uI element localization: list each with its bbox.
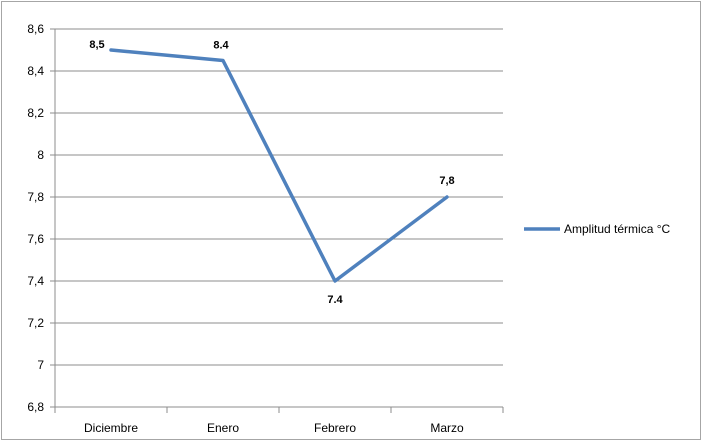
data-label: 8.4	[213, 40, 229, 52]
y-tick-label: 7	[37, 358, 44, 372]
y-tick-label: 8,2	[27, 106, 44, 120]
series-line	[109, 48, 449, 283]
y-tick-label: 8,4	[27, 64, 44, 78]
legend-label: Amplitud térmica °C	[564, 222, 670, 236]
data-label: 7.4	[327, 294, 343, 306]
legend: Amplitud térmica °C	[524, 222, 670, 236]
data-label: 7,8	[439, 175, 454, 187]
y-tick-label: 7,8	[27, 190, 44, 204]
axes	[50, 28, 504, 413]
x-axis-tick-labels: Diciembre Enero Febrero Marzo	[84, 421, 464, 435]
y-tick-label: 7,2	[27, 316, 44, 330]
series-layer	[109, 48, 449, 283]
data-labels: 8,5 8.4 7.4 7,8	[89, 39, 454, 306]
y-tick-label: 6,8	[27, 400, 44, 414]
x-tick-label: Marzo	[430, 421, 464, 435]
x-tick-label: Febrero	[314, 421, 356, 435]
y-tick-label: 8	[37, 148, 44, 162]
gridlines	[55, 28, 503, 366]
y-axis-tick-labels: 6,8 7 7,2 7,4 7,6 7,8 8 8,2 8,4 8,6	[27, 22, 44, 414]
data-label: 8,5	[89, 39, 104, 51]
y-tick-label: 7,6	[27, 232, 44, 246]
x-tick-label: Enero	[207, 421, 239, 435]
y-tick-label: 8,6	[27, 22, 44, 36]
x-tick-label: Diciembre	[84, 421, 138, 435]
y-tick-label: 7,4	[27, 274, 44, 288]
